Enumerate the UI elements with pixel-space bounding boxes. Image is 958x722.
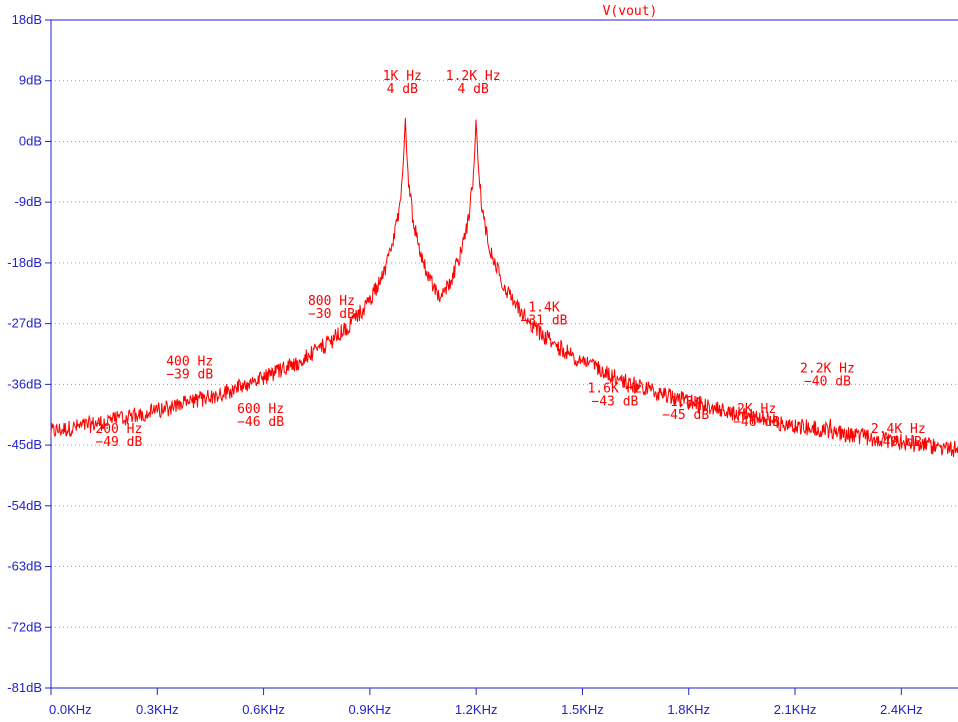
peak-annotation: 2K Hz−46 dB (733, 402, 780, 430)
x-axis-ticks: 0.0KHz 0.3KHz 0.6KHz 0.9KHz 1.2KHz 1.5KHz 1.8K… (49, 688, 923, 717)
peak-level-label: −43 dB (591, 395, 638, 410)
y-tick-label: 9dB (19, 73, 42, 88)
peak-annotation: 800 Hz−30 dB (308, 294, 355, 322)
y-tick-label: 18dB (12, 12, 42, 27)
y-tick-label: -81dB (7, 680, 42, 695)
peak-frequency-label: 400 Hz (166, 355, 213, 370)
peak-frequency-label: 1.2K Hz (446, 69, 501, 84)
peak-frequency-label: 1.8K (670, 395, 701, 410)
y-axis-ticks: 18dB 9dB 0dB -9dB -18dB -27dB -36dB -45dB -54dB -… (7, 12, 51, 695)
peak-annotation: 200 Hz−49 dB (95, 422, 142, 450)
peak-annotation: 2.4K Hz−49 dB (871, 422, 926, 450)
spectrum-trace (50, 117, 958, 457)
x-tick-label: 2.4KHz (880, 702, 923, 717)
peak-annotation: 1.6K Hz−43 dB (587, 382, 642, 410)
x-tick-label: 1.8KHz (667, 702, 710, 717)
peak-frequency-label: 1.6K Hz (587, 382, 642, 397)
peak-level-label: −46 dB (237, 415, 284, 430)
peak-level-label: −40 dB (804, 374, 851, 389)
peak-level-label: −39 dB (166, 368, 213, 383)
x-tick-label: 0.6KHz (242, 702, 285, 717)
peak-frequency-label: 1.4K (528, 301, 559, 316)
peak-annotation: 600 Hz−46 dB (237, 402, 284, 430)
peak-level-label: −31 dB (521, 314, 568, 329)
peak-annotation: 400 Hz−39 dB (166, 355, 213, 383)
peak-frequency-label: 2.4K Hz (871, 422, 926, 437)
x-tick-label: 0.3KHz (136, 702, 179, 717)
x-tick-label: 2.1KHz (774, 702, 817, 717)
x-tick-label: 0.0KHz (49, 702, 92, 717)
x-tick-label: 0.9KHz (349, 702, 392, 717)
peak-frequency-label: 600 Hz (237, 402, 284, 417)
peak-annotation: 2.2K Hz−40 dB (800, 361, 855, 389)
peak-level-label: −46 dB (733, 415, 780, 430)
x-tick-label: 1.2KHz (455, 702, 498, 717)
peak-annotation: 1.8K−45 dB (662, 395, 709, 423)
x-tick-label: 1.5KHz (561, 702, 604, 717)
peak-annotation: 1.2K Hz4 dB (446, 69, 501, 97)
peak-frequency-label: 800 Hz (308, 294, 355, 309)
peak-level-label: −49 dB (95, 435, 142, 450)
y-tick-label: -18dB (7, 255, 42, 270)
y-tick-label: -27dB (7, 316, 42, 331)
y-tick-label: 0dB (19, 133, 42, 148)
peak-frequency-label: 200 Hz (95, 422, 142, 437)
y-tick-label: -54dB (7, 498, 42, 513)
peak-annotation: 1.4K−31 dB (521, 301, 568, 329)
peak-level-label: −45 dB (662, 408, 709, 423)
y-tick-label: -45dB (7, 437, 42, 452)
peak-level-label: −30 dB (308, 307, 355, 322)
peak-frequency-label: 2K Hz (737, 402, 776, 417)
peak-level-label: 4 dB (387, 82, 418, 97)
peak-level-label: −49 dB (875, 435, 922, 450)
peak-level-label: 4 dB (458, 82, 489, 97)
y-tick-label: -63dB (7, 559, 42, 574)
peak-frequency-label: 1K Hz (383, 69, 422, 84)
chart-title: V(vout) (603, 4, 658, 19)
peak-frequency-label: 2.2K Hz (800, 361, 855, 376)
y-tick-label: -36dB (7, 376, 42, 391)
axes (50, 19, 958, 689)
peak-annotation: 1K Hz4 dB (383, 69, 422, 97)
y-tick-label: -72dB (7, 619, 42, 634)
y-tick-label: -9dB (15, 194, 42, 209)
